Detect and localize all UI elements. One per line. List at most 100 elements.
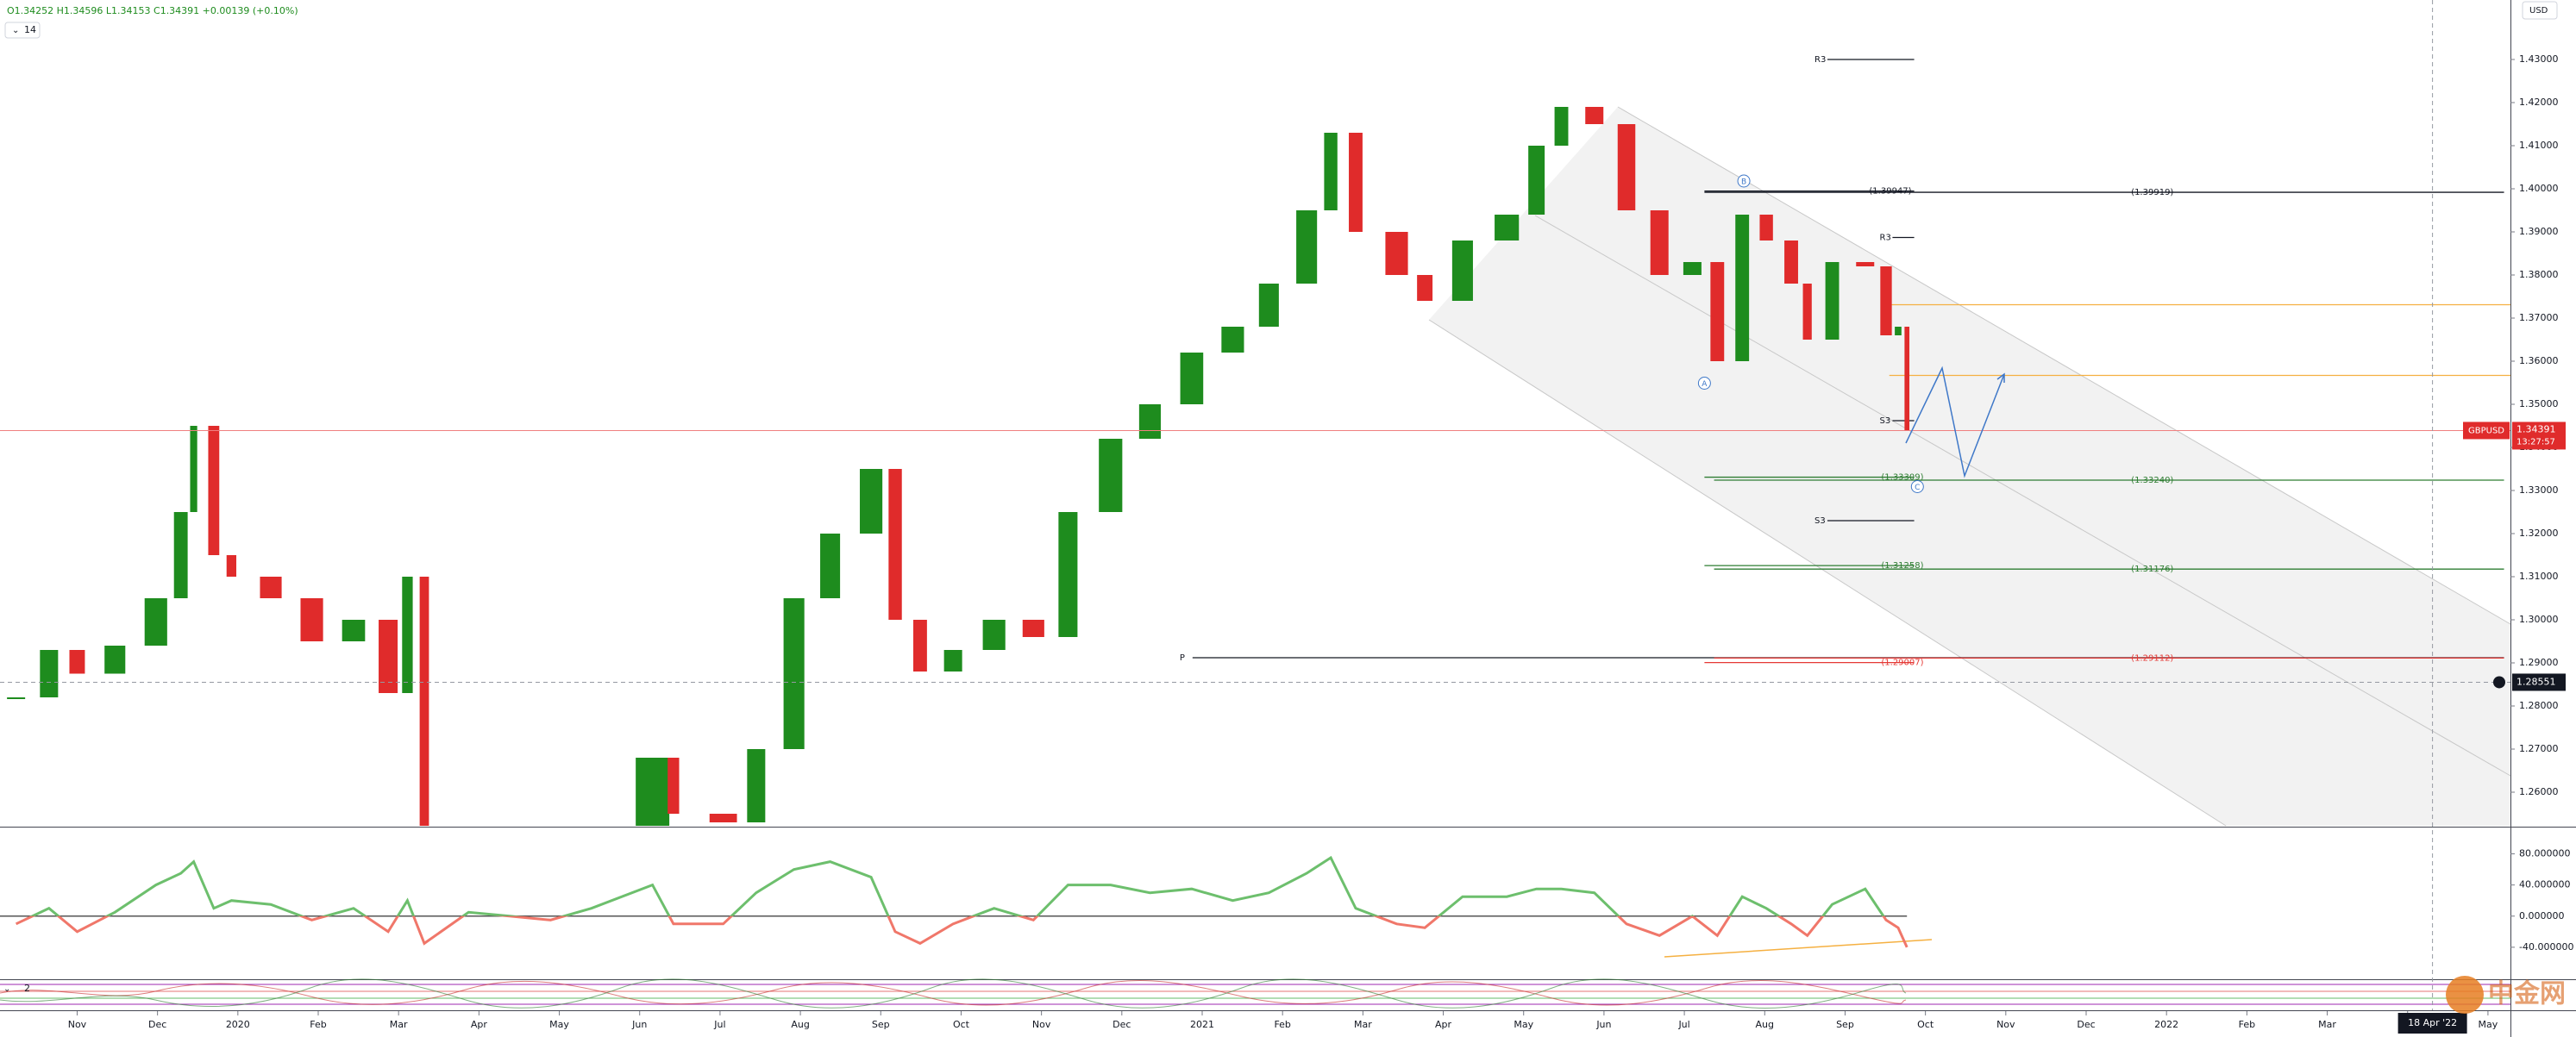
x-tick-label: Dec — [1113, 1019, 1131, 1030]
projection-path — [1905, 365, 2005, 478]
indicator-3-value: 2 — [24, 983, 30, 994]
crosshair-add-button — [2493, 676, 2505, 689]
symbol-tag-label: GBPUSD — [2468, 426, 2504, 435]
y-tick-label: 1.28000 — [2519, 700, 2559, 711]
candle — [860, 469, 883, 534]
x-tick-label: Nov — [1996, 1019, 2015, 1030]
y2-tick-label: 40.000000 — [2519, 879, 2571, 890]
pivot-label: (1.31176) — [2131, 565, 2173, 574]
watermark-text: 中金网 — [2488, 979, 2566, 1009]
x-tick-label: Sep — [1836, 1019, 1854, 1030]
candle — [1324, 133, 1338, 210]
candle — [40, 650, 59, 697]
candle — [1528, 146, 1545, 215]
y-tick-label: 1.42000 — [2519, 97, 2559, 108]
crosshair-time-tag — [2397, 1013, 2467, 1034]
candle — [1349, 133, 1363, 232]
candle — [943, 650, 962, 672]
candle — [1451, 241, 1473, 301]
y-tick-label: 1.32000 — [2519, 528, 2559, 539]
y-tick-label: 1.39000 — [2519, 226, 2559, 237]
candle — [300, 598, 323, 641]
candle — [1099, 439, 1123, 512]
y2-tick-label: -40.000000 — [2519, 941, 2573, 953]
x-tick-label: May — [1514, 1019, 1533, 1030]
wave-marker — [1697, 377, 1711, 390]
x-tick-label: 2020 — [226, 1019, 250, 1030]
candle — [1417, 275, 1433, 301]
x-tick-label: Aug — [791, 1019, 809, 1030]
x-tick-label: 2022 — [2154, 1019, 2178, 1030]
candle — [1617, 124, 1636, 210]
candle — [1650, 210, 1669, 275]
crosshair-price-tag — [2512, 673, 2566, 691]
y-tick-label: 1.43000 — [2519, 53, 2559, 65]
candle — [1784, 241, 1798, 284]
pivot-label: P — [1180, 653, 1185, 663]
candle — [912, 620, 927, 672]
crosshair-time-label: 18 Apr '22 — [2408, 1017, 2457, 1028]
candle — [668, 758, 680, 814]
candle — [1759, 215, 1773, 241]
candle — [1904, 327, 1910, 431]
y-tick-label: 1.40000 — [2519, 183, 2559, 194]
oscillator-line-down — [15, 915, 1908, 948]
wave-marker — [1910, 480, 1924, 493]
candle — [173, 512, 188, 598]
watermark-logo — [2446, 976, 2484, 1014]
x-tick-label: Nov — [68, 1019, 87, 1030]
x-tick-label: Feb — [310, 1019, 326, 1030]
candle — [1022, 620, 1044, 637]
candle — [1180, 353, 1204, 404]
x-tick-label: Mar — [1354, 1019, 1372, 1030]
x-tick-label: May — [2479, 1019, 2498, 1030]
regression-channel — [1429, 107, 2510, 826]
candle — [260, 577, 282, 598]
candle — [342, 620, 366, 641]
y-tick-label: 1.41000 — [2519, 140, 2559, 151]
candle — [709, 814, 737, 822]
oscillator-line-up — [29, 855, 1885, 916]
x-tick-label: Feb — [1274, 1019, 1290, 1030]
candle — [379, 620, 398, 693]
candle — [419, 577, 429, 826]
interval-value[interactable]: 14 — [24, 24, 36, 35]
candle — [402, 577, 413, 693]
interval-dropdown[interactable] — [4, 22, 41, 39]
candle — [456, 848, 480, 857]
candle — [580, 827, 603, 857]
y2-tick-label: 0.000000 — [2519, 910, 2565, 921]
x-tick-label: Dec — [2077, 1019, 2095, 1030]
candle — [1710, 262, 1725, 361]
candle — [1683, 262, 1702, 275]
oscillator-pane — [0, 855, 1908, 948]
price-tag-countdown: 13:27:57 — [2516, 437, 2555, 447]
candle — [1495, 215, 1520, 241]
y-tick-label: 1.26000 — [2519, 786, 2559, 797]
y-tick-label: 1.37000 — [2519, 312, 2559, 323]
candle — [144, 598, 167, 646]
price-tag — [2512, 422, 2566, 450]
y-tick-label: 1.36000 — [2519, 355, 2559, 366]
candle — [1221, 327, 1244, 353]
wave-marker — [1737, 174, 1751, 188]
oscillator-trendline — [1664, 939, 1933, 958]
x-tick-label: Sep — [872, 1019, 890, 1030]
symbol-tag — [2463, 422, 2510, 440]
currency-button[interactable] — [2522, 1, 2558, 20]
x-tick-label: Feb — [2239, 1019, 2255, 1030]
y2-tick-label: 80.000000 — [2519, 848, 2571, 859]
y-tick-label: 1.30000 — [2519, 614, 2559, 625]
x-tick-label: Nov — [1032, 1019, 1051, 1030]
y-tick-label: 1.29000 — [2519, 657, 2559, 668]
candle — [1735, 215, 1750, 361]
y-tick-label: 1.38000 — [2519, 269, 2559, 280]
currency-label[interactable]: USD — [2529, 6, 2548, 16]
indicator-3-lines — [0, 978, 2510, 1009]
ohlc-legend: O1.34252 H1.34596 L1.34153 C1.34391 +0.0… — [7, 5, 298, 16]
x-tick-label: Mar — [390, 1019, 408, 1030]
x-tick-label: Jul — [713, 1019, 725, 1030]
candle — [226, 555, 237, 577]
price-pane: R3 (1.39947) (1.39919) R3 S3 (1.33309) (1.3324… — [0, 55, 2510, 857]
